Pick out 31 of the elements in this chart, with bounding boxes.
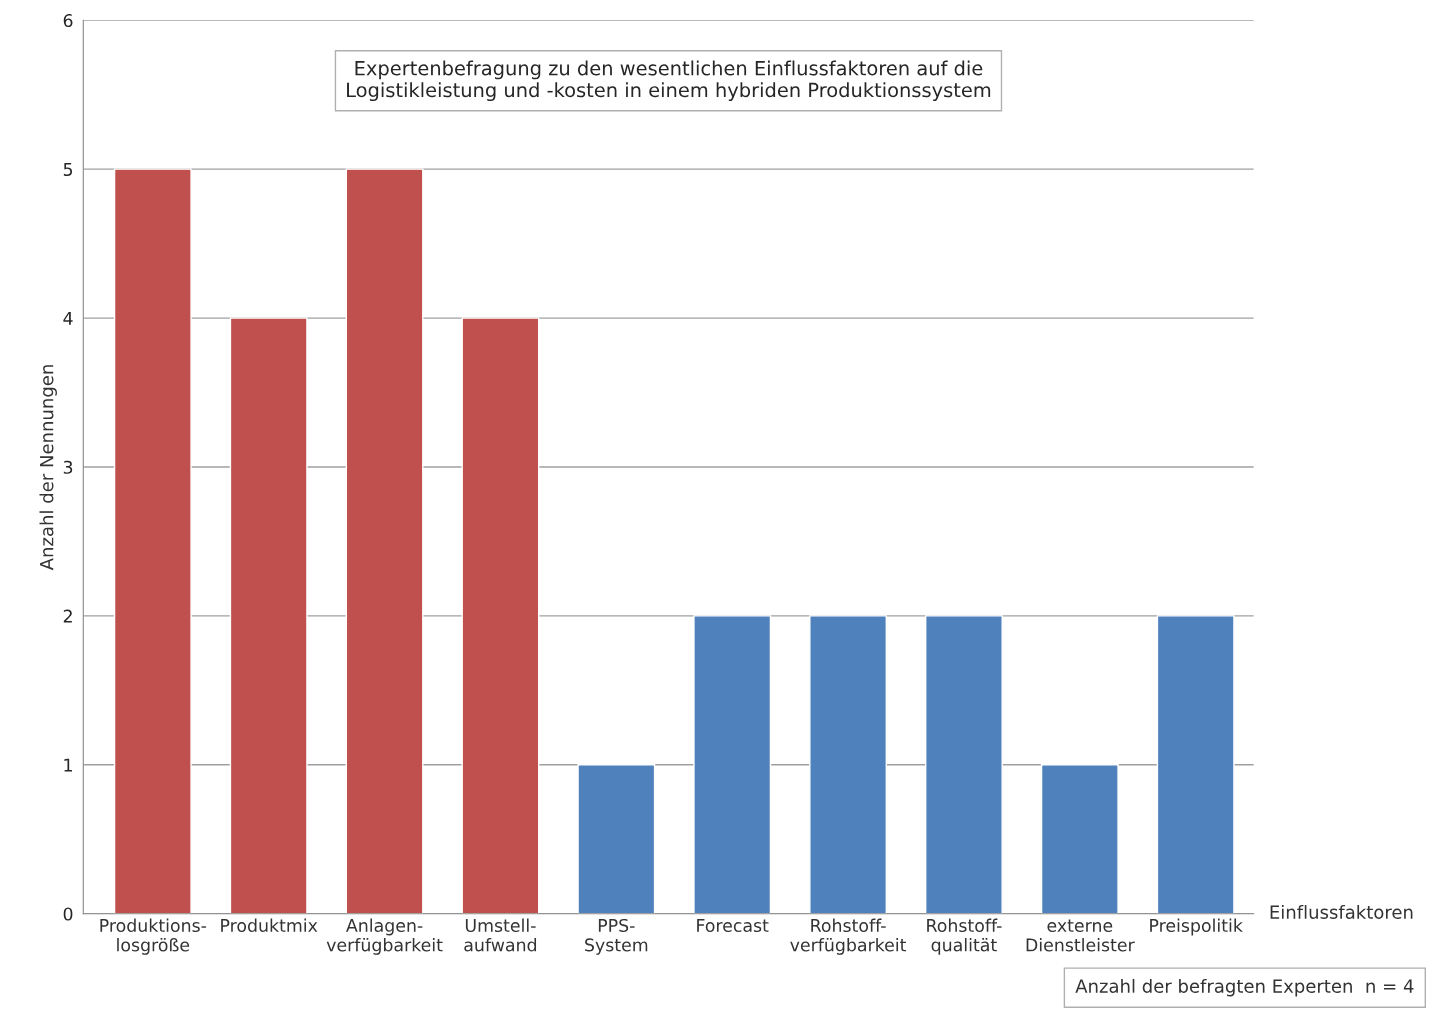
x-tick-label: Produktmix (221, 918, 318, 933)
bar (693, 615, 772, 914)
y-tick-label: 5 (63, 163, 73, 177)
y-tick-label: 1 (64, 758, 72, 772)
y-tick-label: 2 (63, 609, 72, 623)
bar (345, 168, 424, 914)
y-tick-label: 0 (63, 907, 73, 921)
bar (809, 615, 887, 914)
x-tick-label: Rohstoff- qualität (927, 918, 1002, 955)
x-tick-label: Forecast (697, 919, 769, 933)
y-axis-title: Anzahl der Nennungen (39, 365, 57, 571)
bar (1040, 764, 1119, 914)
x-axis-title: Einflussfaktoren (1270, 904, 1413, 919)
bar (461, 317, 540, 914)
bar (113, 168, 192, 914)
x-tick-label: Umstell- aufwand (464, 918, 537, 952)
bar (925, 615, 1003, 914)
x-tick-label: Rohstoff- verfügbarkeit (790, 918, 907, 955)
x-tick-label: Preispolitik (1150, 918, 1243, 936)
x-tick-label: Produktions- losgröße (100, 918, 207, 955)
text: Anzahl der befragten Experten n = 4 (1075, 978, 1414, 997)
y-tick-label: 6 (63, 13, 73, 28)
y-tick-label: 4 (63, 312, 73, 325)
bar (1156, 615, 1235, 914)
x-tick-label: externe Dienstleister (1026, 919, 1135, 952)
x-tick-label: PPS- System (585, 918, 648, 955)
x-tick-label: Anlagen- verfügbarkeit (326, 918, 443, 955)
text: Expertenbefragung zu den wesentlichen Einflussfaktoren auf die Logistikleistung und -kosten in einem hybriden Produktionssystem (347, 60, 991, 102)
bar (229, 317, 308, 914)
bar (577, 764, 656, 914)
y-tick-label: 3 (63, 460, 73, 474)
